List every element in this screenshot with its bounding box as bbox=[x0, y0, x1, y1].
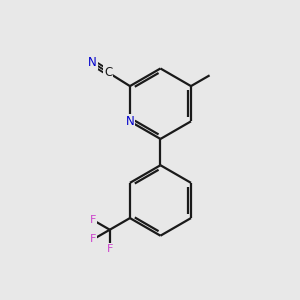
Text: F: F bbox=[90, 215, 96, 225]
Text: N: N bbox=[88, 56, 97, 69]
Text: F: F bbox=[90, 234, 96, 244]
Text: F: F bbox=[106, 244, 113, 254]
Text: C: C bbox=[104, 66, 112, 79]
Text: N: N bbox=[126, 115, 134, 128]
